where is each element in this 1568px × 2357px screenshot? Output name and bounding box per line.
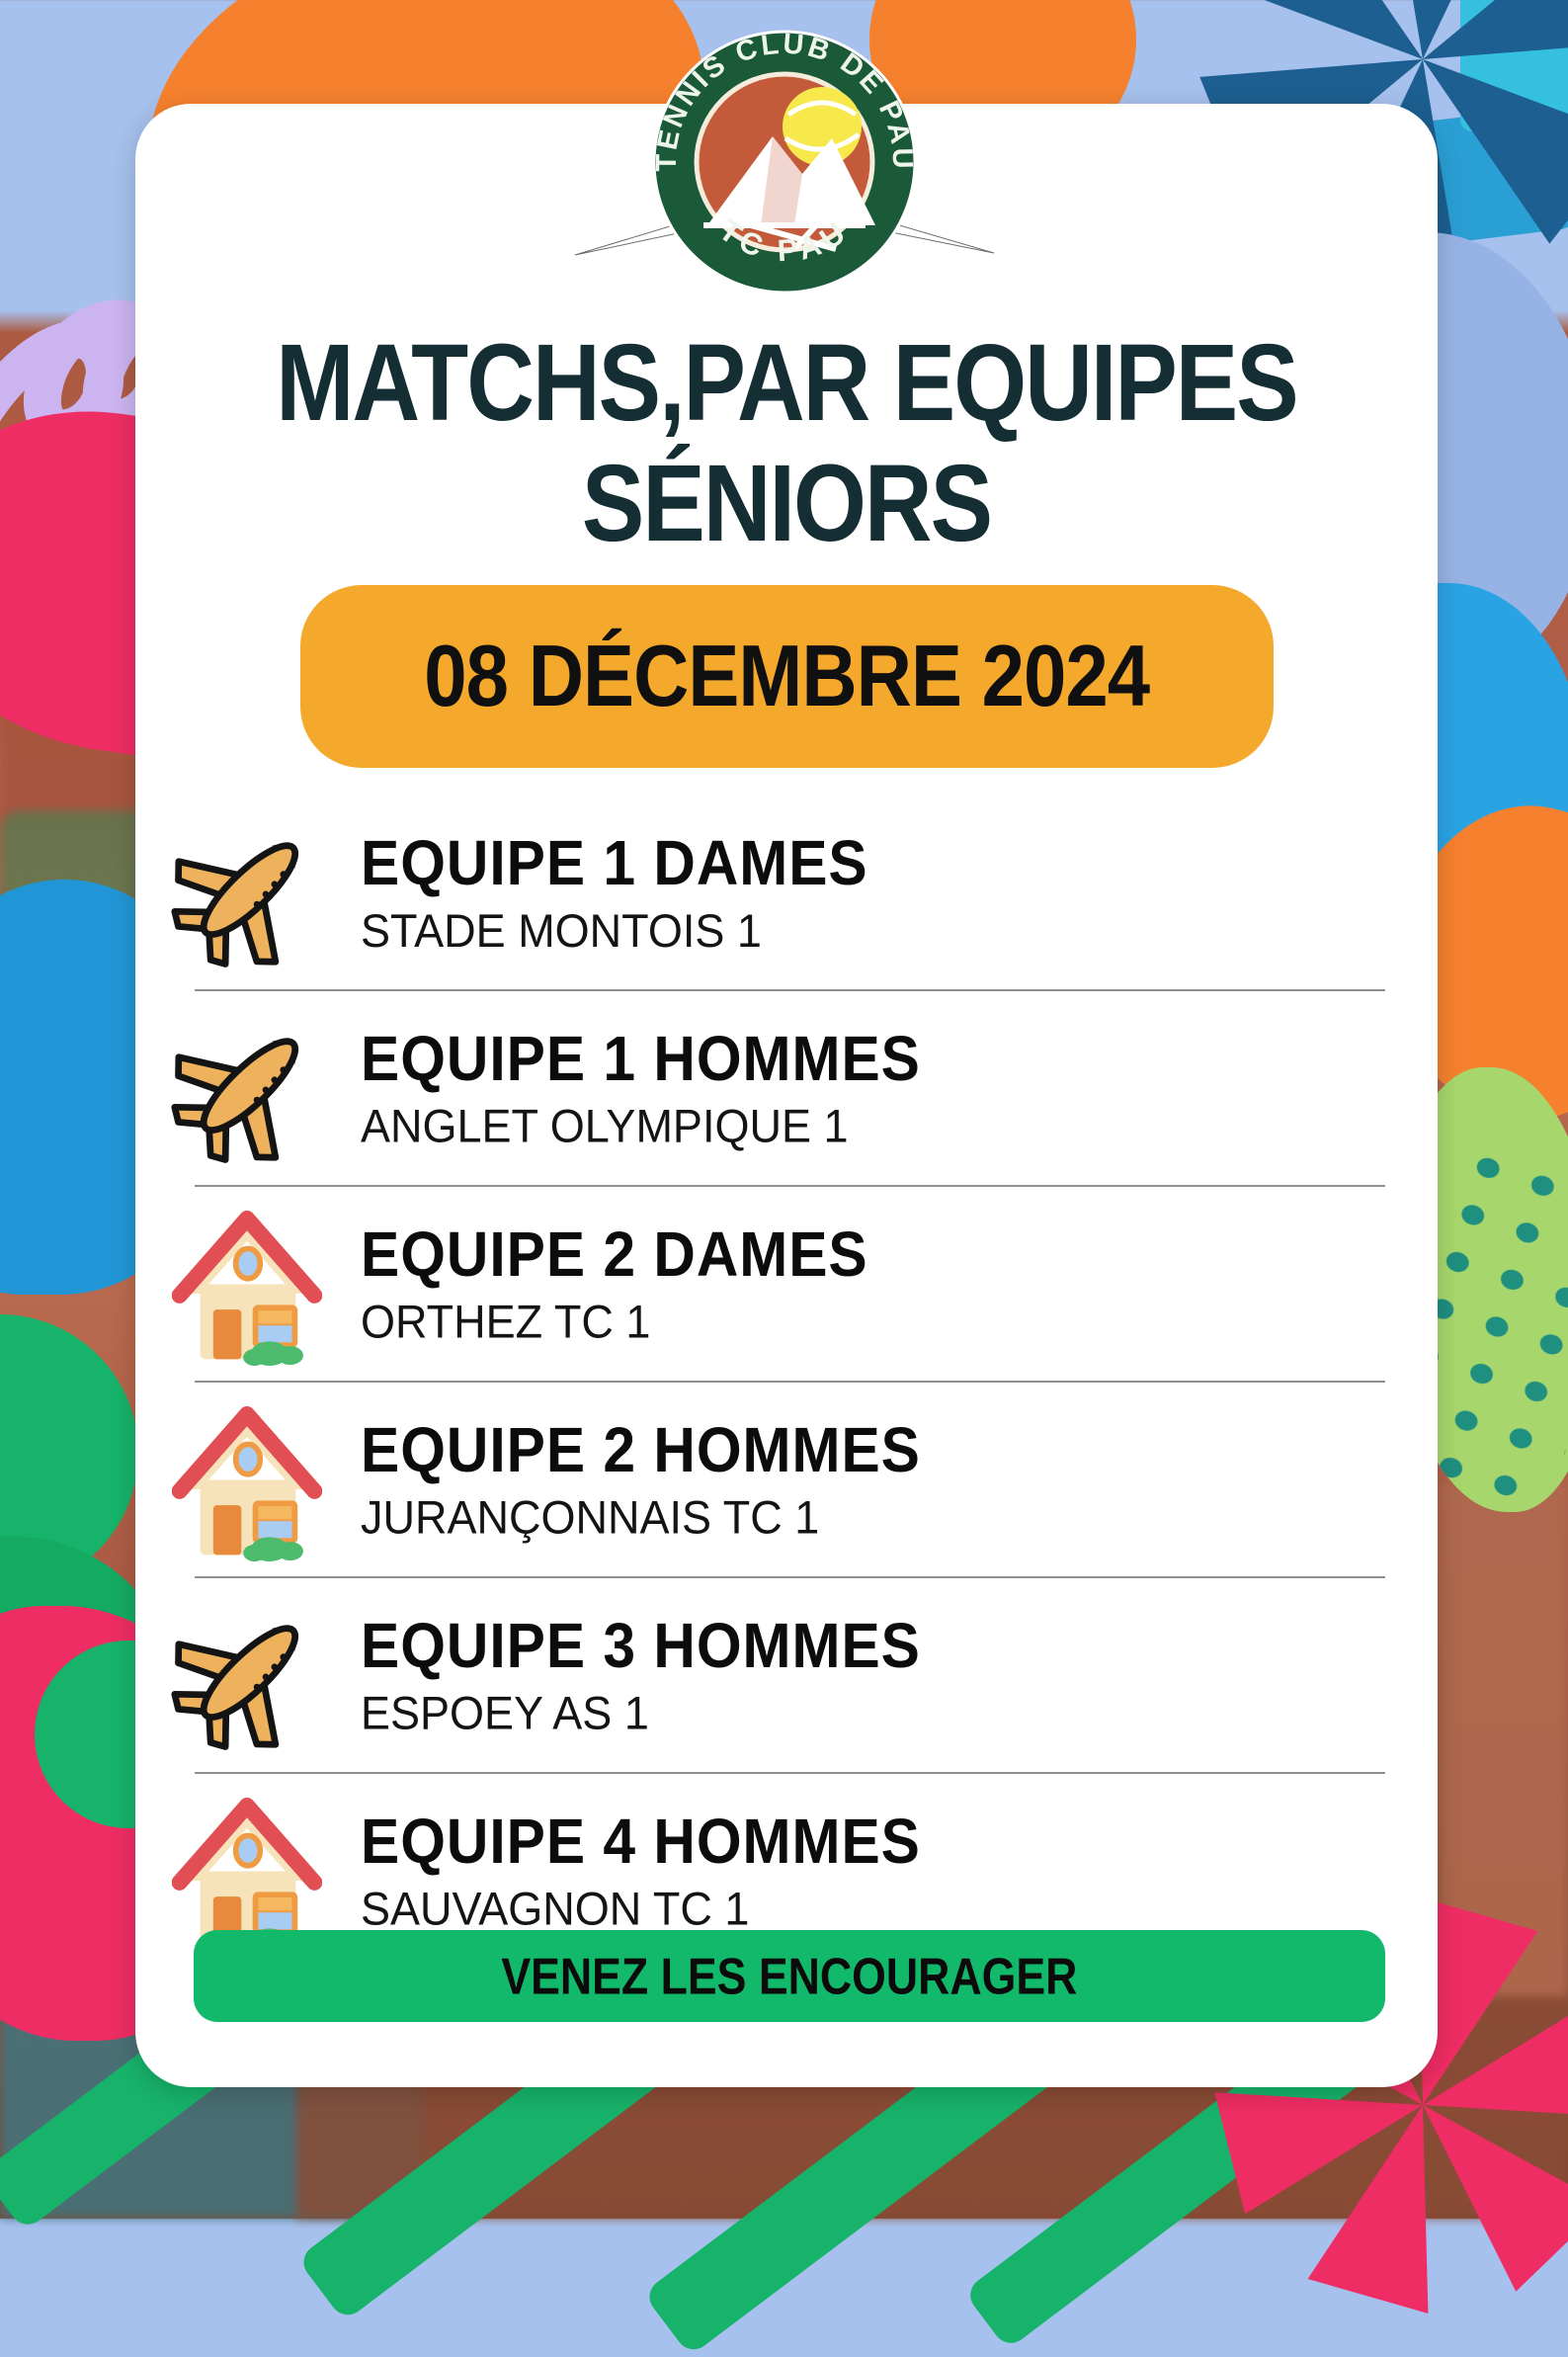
team-row: EQUIPE 3 HOMMES ESPOEY AS 1	[135, 1578, 1438, 1772]
row-divider	[195, 1185, 1385, 1188]
footer-banner: VENEZ LES ENCOURAGER	[194, 1930, 1385, 2022]
logo-mountains	[706, 136, 875, 225]
team-row: EQUIPE 1 DAMES STADE MONTOIS 1	[135, 796, 1438, 989]
airplane-icon	[153, 1592, 341, 1758]
date-badge: 08 DÉCEMBRE 2024	[299, 585, 1274, 769]
team-name: EQUIPE 3 HOMMES	[361, 1610, 921, 1681]
team-row: EQUIPE 1 HOMMES ANGLET OLYMPIQUE 1	[135, 991, 1438, 1185]
team-opponent: ORTHEZ TC 1	[361, 1295, 651, 1349]
house-icon	[153, 1202, 341, 1366]
team-opponent: SAUVAGNON TC 1	[361, 1882, 750, 1936]
house-icon	[153, 1397, 341, 1561]
airplane-icon	[153, 1005, 341, 1171]
row-divider	[195, 1576, 1385, 1579]
team-row: EQUIPE 2 HOMMES JURANÇONNAIS TC 1	[135, 1383, 1438, 1576]
poster-title: MATCHS,PAR EQUIPES SÉNIORS	[148, 320, 1425, 564]
team-texts: EQUIPE 3 HOMMES ESPOEY AS 1	[361, 1610, 932, 1740]
team-list: EQUIPE 1 DAMES STADE MONTOIS 1 EQUIPE 1 …	[135, 796, 1438, 1968]
airplane-icon	[153, 809, 341, 975]
team-row: EQUIPE 4 HOMMES SAUVAGNON TC 1	[135, 1774, 1438, 1968]
footer-banner-text: VENEZ LES ENCOURAGER	[501, 1947, 1078, 2005]
house-icon	[153, 1789, 341, 1953]
date-badge-text: 08 DÉCEMBRE 2024	[424, 628, 1150, 725]
team-row: EQUIPE 2 DAMES ORTHEZ TC 1	[135, 1187, 1438, 1381]
team-opponent: STADE MONTOIS 1	[361, 903, 762, 958]
poster-title-line1: MATCHS,PAR EQUIPES	[276, 320, 1298, 444]
poster-card: MATCHS,PAR EQUIPES SÉNIORS 08 DÉCEMBRE 2…	[135, 104, 1438, 2087]
poster-title-line2: SÉNIORS	[581, 441, 993, 564]
team-name: EQUIPE 4 HOMMES	[361, 1806, 921, 1877]
team-name: EQUIPE 2 DAMES	[361, 1219, 868, 1290]
team-opponent: ANGLET OLYMPIQUE 1	[361, 1099, 849, 1153]
team-name: EQUIPE 1 HOMMES	[361, 1023, 921, 1094]
team-texts: EQUIPE 2 HOMMES JURANÇONNAIS TC 1	[361, 1414, 932, 1545]
team-texts: EQUIPE 2 DAMES ORTHEZ TC 1	[361, 1219, 878, 1349]
team-texts: EQUIPE 1 HOMMES ANGLET OLYMPIQUE 1	[361, 1023, 932, 1153]
team-texts: EQUIPE 1 DAMES STADE MONTOIS 1	[361, 827, 878, 958]
team-texts: EQUIPE 4 HOMMES SAUVAGNON TC 1	[361, 1806, 932, 1936]
team-name: EQUIPE 2 HOMMES	[361, 1414, 921, 1485]
club-logo: TENNIS CLUB DE PAU TC PAU	[557, 16, 1012, 312]
team-opponent: ESPOEY AS 1	[361, 1686, 649, 1740]
row-divider	[195, 1772, 1385, 1775]
team-opponent: JURANÇONNAIS TC 1	[361, 1490, 820, 1545]
row-divider	[195, 989, 1385, 992]
row-divider	[195, 1381, 1385, 1384]
team-name: EQUIPE 1 DAMES	[361, 827, 868, 898]
